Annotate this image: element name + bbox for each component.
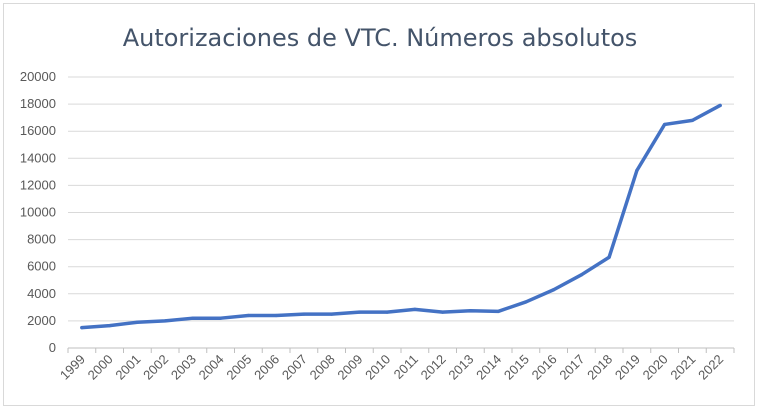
x-tick-label: 2010: [362, 352, 393, 383]
y-tick-label: 0: [49, 340, 56, 355]
data-point: [579, 273, 583, 277]
x-tick-label: 2013: [445, 352, 476, 383]
data-point: [635, 168, 639, 173]
data-point: [80, 326, 84, 330]
x-tick-label: 2021: [667, 352, 698, 383]
data-point: [718, 103, 722, 108]
x-tick-label: 2004: [196, 352, 227, 383]
data-point: [690, 118, 694, 122]
y-tick-label: 12000: [20, 177, 56, 192]
x-tick-label: 2000: [85, 352, 116, 383]
y-tick-label: 4000: [27, 286, 56, 301]
chart-title: Autorizaciones de VTC. Números absolutos: [122, 24, 638, 52]
data-point: [607, 255, 611, 259]
data-point: [163, 319, 167, 323]
x-tick-label: 2014: [473, 352, 504, 383]
y-axis-ticks: 0 2000 4000 6000 8000 10000 12000 14000 16000 180…: [20, 69, 56, 355]
x-tick-label: 2015: [501, 352, 532, 383]
y-tick-label: 10000: [20, 205, 56, 220]
data-point: [302, 312, 306, 316]
x-tick-label: 2017: [556, 352, 587, 383]
x-tick-label: 2005: [223, 352, 254, 383]
data-point: [246, 313, 250, 318]
x-tick-label: 2018: [584, 352, 615, 383]
x-tick-label: 2022: [695, 352, 726, 383]
x-tick-label: 2012: [418, 352, 449, 383]
chart-frame: Autorizaciones de VTC. Números absolutos: [3, 3, 755, 406]
x-tick-label: 2016: [529, 352, 560, 383]
data-point: [441, 310, 445, 314]
y-tick-label: 2000: [27, 313, 56, 328]
x-tick-label: 2011: [391, 352, 421, 382]
series-layer: [80, 103, 722, 330]
data-point: [413, 307, 417, 311]
data-point: [385, 310, 389, 314]
y-tick-label: 20000: [20, 69, 56, 84]
y-tick-label: 14000: [20, 150, 56, 165]
x-tick-label: 2007: [279, 352, 310, 383]
data-point: [219, 316, 223, 320]
x-axis-ticks: 1999200020012002200320042005200620072008…: [57, 352, 726, 383]
y-tick-label: 6000: [27, 259, 56, 274]
gridlines: [67, 76, 735, 353]
x-tick-label: 2001: [112, 352, 143, 383]
x-tick-label: 1999: [57, 352, 88, 383]
x-tick-label: 2020: [640, 352, 671, 383]
series-line: [80, 103, 722, 330]
y-tick-label: 16000: [20, 123, 56, 138]
x-tick-label: 2019: [612, 352, 643, 383]
data-point: [191, 316, 195, 320]
x-tick-label: 2009: [334, 352, 365, 383]
data-point: [468, 309, 472, 313]
data-point: [357, 310, 361, 314]
x-tick-label: 2002: [140, 352, 171, 383]
y-tick-label: 8000: [27, 232, 56, 247]
data-point: [274, 313, 278, 318]
x-tick-label: 2008: [307, 352, 338, 383]
data-point: [663, 122, 667, 127]
data-point: [552, 288, 556, 292]
x-tick-label: 2003: [168, 352, 199, 383]
data-point: [108, 324, 112, 328]
y-tick-label: 18000: [20, 96, 56, 111]
data-point: [524, 300, 528, 304]
x-tick-label: 2006: [251, 352, 282, 383]
data-point: [135, 320, 139, 324]
data-point: [496, 309, 500, 314]
data-point: [330, 312, 334, 316]
